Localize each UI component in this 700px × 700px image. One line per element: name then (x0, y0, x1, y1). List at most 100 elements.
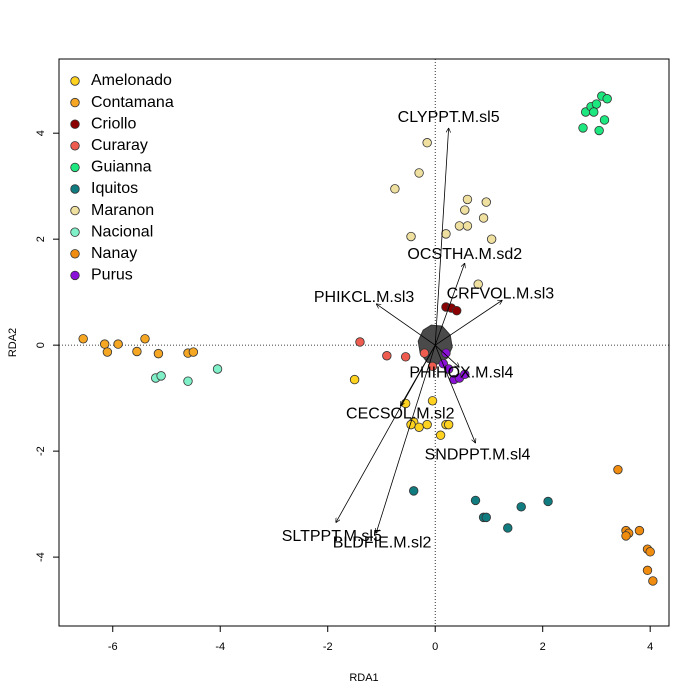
data-point (441, 348, 451, 358)
arrow-phihox-m-sl4: PHIHOX.M.sl4 (409, 344, 514, 382)
data-point (406, 419, 416, 430)
y-tick-label: 2 (35, 236, 47, 242)
data-point (599, 115, 610, 125)
legend-label: Nanay (91, 245, 137, 262)
data-point (349, 374, 360, 385)
plot-border (58, 58, 670, 627)
y-tick-label: 0 (35, 342, 47, 348)
data-point (427, 396, 438, 406)
legend-item-nanay: Nanay (70, 245, 137, 262)
data-point (516, 502, 526, 512)
data-point (481, 512, 491, 523)
data-point (591, 99, 602, 109)
arrow-line (434, 344, 475, 443)
data-point (102, 347, 113, 357)
arrow-label: PHIHOX.M.sl4 (409, 365, 513, 382)
plot-frame (58, 58, 670, 627)
legend-swatch (70, 184, 80, 194)
legend-label: Maranon (91, 202, 154, 219)
arrow-line (434, 344, 459, 367)
series-iquitos (409, 486, 553, 533)
legend-item-nacional: Nacional (70, 223, 153, 240)
arrow-label: SLTPPT.M.sl5 (282, 528, 382, 545)
legend-label: Nacional (91, 223, 153, 240)
legend-swatch (70, 270, 80, 281)
legend-label: Amelonado (91, 72, 172, 89)
legend-label: Purus (91, 267, 133, 284)
arrow-label: OCSTHA.M.sd2 (407, 246, 522, 263)
legend-swatch (70, 162, 80, 173)
legend-label: Contamana (91, 94, 174, 111)
data-point (462, 194, 473, 205)
legend-swatch (70, 141, 80, 151)
data-point (642, 565, 653, 576)
data-point (462, 221, 473, 231)
arrow-line (376, 304, 436, 346)
arrow-ocstha-m-sd2: OCSTHA.M.sd2 (407, 246, 522, 346)
data-point (473, 279, 483, 289)
data-point (578, 123, 588, 133)
y-tick-label: 4 (35, 130, 47, 136)
y-tick-label: -4 (35, 552, 47, 562)
data-point (422, 419, 432, 430)
legend-item-curaray: Curaray (70, 137, 148, 154)
legend-label: Criollo (91, 115, 136, 132)
data-points (78, 91, 658, 586)
arrow-clyppt-m-sl5: CLYPPT.M.sl5 (398, 109, 500, 346)
data-point (422, 138, 432, 148)
legend-swatch (70, 97, 80, 108)
legend-swatch (70, 249, 80, 259)
x-tick-label: 2 (540, 641, 546, 653)
arrow-label: CLYPPT.M.sl5 (398, 109, 500, 126)
legend-item-iquitos: Iquitos (70, 180, 138, 197)
legend-swatch (70, 76, 80, 86)
data-point (613, 464, 623, 475)
data-point (212, 364, 223, 374)
data-point (113, 339, 123, 349)
data-point (414, 168, 424, 178)
data-point (454, 221, 465, 231)
data-point (188, 347, 199, 357)
series-contamana (78, 334, 199, 359)
arrow-line (376, 345, 436, 533)
legend-item-criollo: Criollo (70, 115, 136, 132)
legend-item-amelonado: Amelonado (70, 72, 172, 89)
axes: -6 -4 -2 0 2 4 -4 -2 0 2 4 RDA1 RDA2 (7, 130, 653, 684)
legend-label: Guianna (91, 159, 152, 176)
arrow-sltppt-m-sl5: SLTPPT.M.sl5 (282, 344, 436, 545)
x-tick-label: 0 (432, 641, 438, 653)
arrow-label: CECSOL.M.sl2 (346, 405, 455, 422)
legend: Amelonado Contamana Criollo Curaray Guianna I… (70, 72, 174, 284)
data-point (621, 531, 631, 541)
data-point (132, 346, 142, 357)
arrow-crfvol-m-sl3: CRFVOL.M.sl3 (434, 285, 554, 346)
data-point (409, 486, 419, 496)
series-purus (438, 348, 470, 385)
y-tick-label: -2 (35, 446, 47, 456)
data-point (78, 334, 88, 344)
data-point (435, 430, 446, 440)
data-point (443, 419, 454, 430)
arrow-sndppt-m-sl4: SNDPPT.M.sl4 (425, 344, 531, 463)
legend-swatch (70, 119, 80, 129)
legend-swatch (70, 227, 80, 237)
legend-item-purus: Purus (70, 267, 133, 284)
data-point (400, 352, 411, 362)
data-point (486, 234, 497, 244)
data-point (390, 184, 400, 194)
data-point (99, 339, 110, 349)
arrow-line (434, 263, 465, 346)
data-point (648, 576, 658, 586)
arrow-line (434, 128, 448, 346)
x-tick-label: -6 (108, 641, 118, 653)
arrow-label: SNDPPT.M.sl4 (425, 446, 531, 463)
data-point (645, 547, 655, 557)
arrow-phikcl-m-sl3: PHIKCL.M.sl3 (314, 289, 436, 346)
data-point (460, 369, 470, 379)
x-axis-label: RDA1 (349, 672, 378, 684)
arrow-line (336, 344, 436, 523)
arrow-label: BLDFIE.M.sl2 (333, 534, 432, 551)
data-point (543, 496, 553, 507)
data-point (443, 364, 454, 374)
data-point (414, 422, 424, 432)
